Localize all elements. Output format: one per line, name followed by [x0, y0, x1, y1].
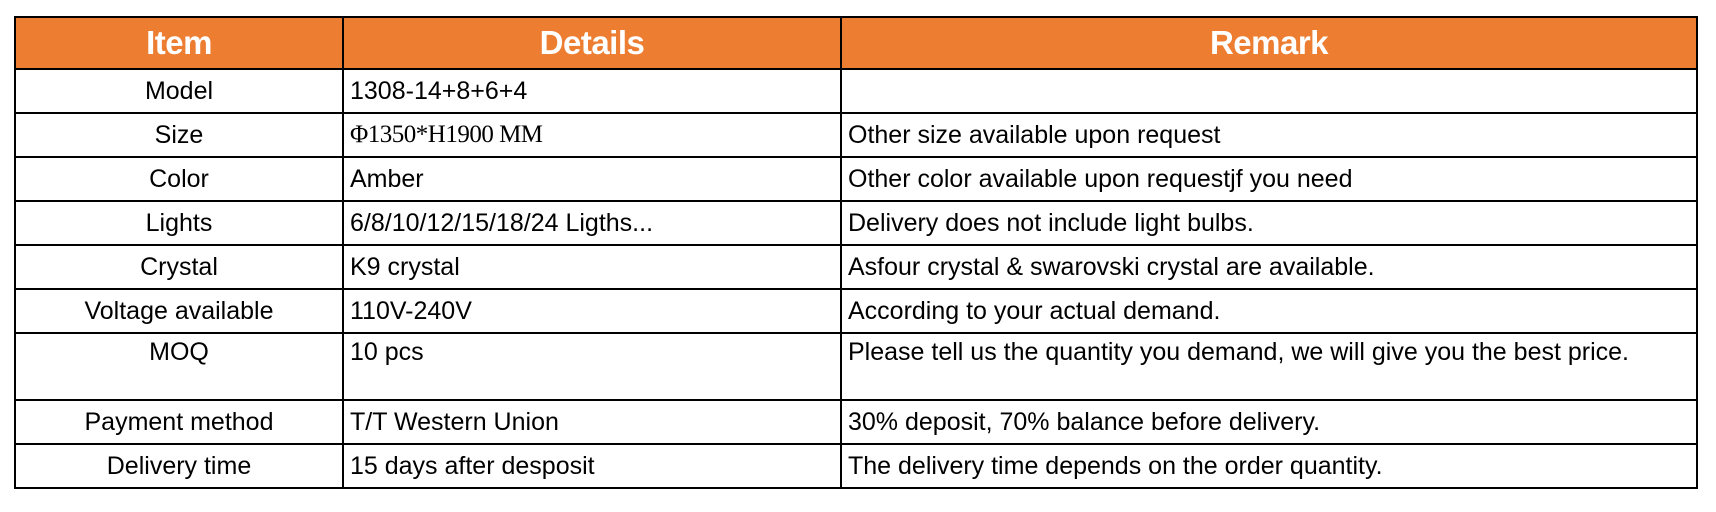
- remark-cell: Please tell us the quantity you demand, …: [840, 332, 1698, 401]
- remark-cell: Delivery does not include light bulbs.: [840, 200, 1698, 246]
- details-cell: Amber: [342, 156, 842, 202]
- item-cell: Model: [14, 68, 344, 114]
- header-remark: Remark: [840, 16, 1698, 70]
- item-cell: Crystal: [14, 244, 344, 290]
- table-row: Voltage available 110V-240V According to y…: [14, 288, 1698, 334]
- item-cell: Size: [14, 112, 344, 158]
- header-row: Item Details Remark: [14, 16, 1698, 70]
- table-row: Color Amber Other color available upon req…: [14, 156, 1698, 202]
- table-row: Model 1308-14+8+6+4: [14, 68, 1698, 114]
- item-cell: Lights: [14, 200, 344, 246]
- table-row: Size Φ1350*H1900 MM Other size available u…: [14, 112, 1698, 158]
- remark-cell: Other size available upon request: [840, 112, 1698, 158]
- details-cell: 15 days after desposit: [342, 443, 842, 489]
- details-cell: K9 crystal: [342, 244, 842, 290]
- item-cell: MOQ: [14, 332, 344, 401]
- details-cell: Φ1350*H1900 MM: [342, 112, 842, 158]
- header-details: Details: [342, 16, 842, 70]
- details-cell: 110V-240V: [342, 288, 842, 334]
- item-cell: Payment method: [14, 399, 344, 445]
- header-item: Item: [14, 16, 344, 70]
- table-row: MOQ 10 pcs Please tell us the quantity you…: [14, 332, 1698, 401]
- remark-cell: The delivery time depends on the order q…: [840, 443, 1698, 489]
- details-cell: 6/8/10/12/15/18/24 Ligths...: [342, 200, 842, 246]
- item-cell: Voltage available: [14, 288, 344, 334]
- table-row: Lights 6/8/10/12/15/18/24 Ligths... Delive…: [14, 200, 1698, 246]
- remark-cell: [840, 68, 1698, 114]
- remark-cell: Asfour crystal & swarovski crystal are a…: [840, 244, 1698, 290]
- table-row: Payment method T/T Western Union 30% depos…: [14, 399, 1698, 445]
- table-row: Delivery time 15 days after desposit The d…: [14, 443, 1698, 489]
- details-cell: 10 pcs: [342, 332, 842, 401]
- remark-cell: 30% deposit, 70% balance before delivery…: [840, 399, 1698, 445]
- item-cell: Color: [14, 156, 344, 202]
- details-cell: T/T Western Union: [342, 399, 842, 445]
- remark-cell: According to your actual demand.: [840, 288, 1698, 334]
- details-cell: 1308-14+8+6+4: [342, 68, 842, 114]
- product-spec-table: Item Details Remark Model 1308-14+8+6+4 Si…: [14, 16, 1698, 489]
- table-row: Crystal K9 crystal Asfour crystal & swarov…: [14, 244, 1698, 290]
- item-cell: Delivery time: [14, 443, 344, 489]
- remark-cell: Other color available upon requestjf you…: [840, 156, 1698, 202]
